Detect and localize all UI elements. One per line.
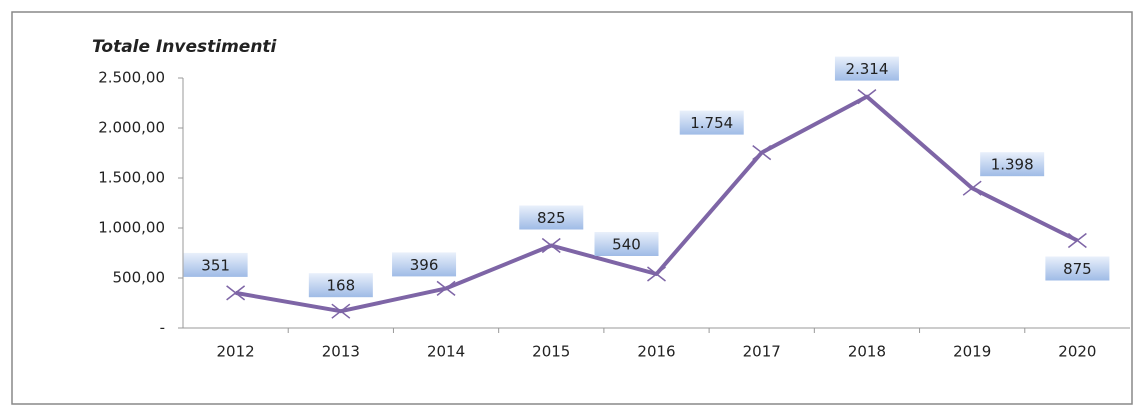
marker xyxy=(331,303,351,319)
data-label: 875 xyxy=(1063,260,1092,278)
label-box xyxy=(980,152,1045,177)
x-tick-label: 2020 xyxy=(1058,343,1096,361)
marker xyxy=(752,145,772,161)
x-tick-label: 2016 xyxy=(637,343,675,361)
y-tick-label: 1.000,00 xyxy=(98,219,165,237)
y-tick-label: 2.000,00 xyxy=(98,119,165,137)
marker xyxy=(962,180,982,196)
x-tick-label: 2013 xyxy=(322,343,360,361)
y-tick-label: 2.500,00 xyxy=(98,69,165,87)
marker xyxy=(226,285,246,301)
data-label: 168 xyxy=(327,277,356,295)
x-tick-label: 2019 xyxy=(953,343,991,361)
data-label: 825 xyxy=(537,209,566,227)
data-label: 2.314 xyxy=(845,60,888,78)
data-label: 1.398 xyxy=(991,156,1034,174)
x-tick-label: 2014 xyxy=(427,343,465,361)
label-box xyxy=(834,56,899,81)
chart-title: Totale Investimenti xyxy=(92,37,278,57)
label-box xyxy=(183,252,248,277)
data-label: 351 xyxy=(201,256,230,274)
label-box xyxy=(594,232,659,256)
marker xyxy=(436,280,456,296)
x-tick-label: 2015 xyxy=(532,343,570,361)
x-tick-label: 2018 xyxy=(848,343,886,361)
marker xyxy=(857,89,877,105)
label-box xyxy=(392,252,457,277)
data-label: 1.754 xyxy=(690,114,733,132)
marker xyxy=(541,237,561,254)
label-box xyxy=(519,205,584,230)
y-tick-label: 1.500,00 xyxy=(98,169,165,187)
label-box xyxy=(679,110,744,135)
label-box xyxy=(308,273,373,298)
x-tick-label: 2017 xyxy=(743,343,781,361)
x-tick-label: 2012 xyxy=(217,343,255,361)
data-label: 540 xyxy=(612,236,641,254)
marker xyxy=(647,266,666,282)
y-tick-label: - xyxy=(160,319,165,337)
data-label: 396 xyxy=(410,256,439,274)
label-box xyxy=(1045,256,1110,281)
y-tick-label: 500,00 xyxy=(113,269,166,287)
marker xyxy=(1067,232,1087,249)
